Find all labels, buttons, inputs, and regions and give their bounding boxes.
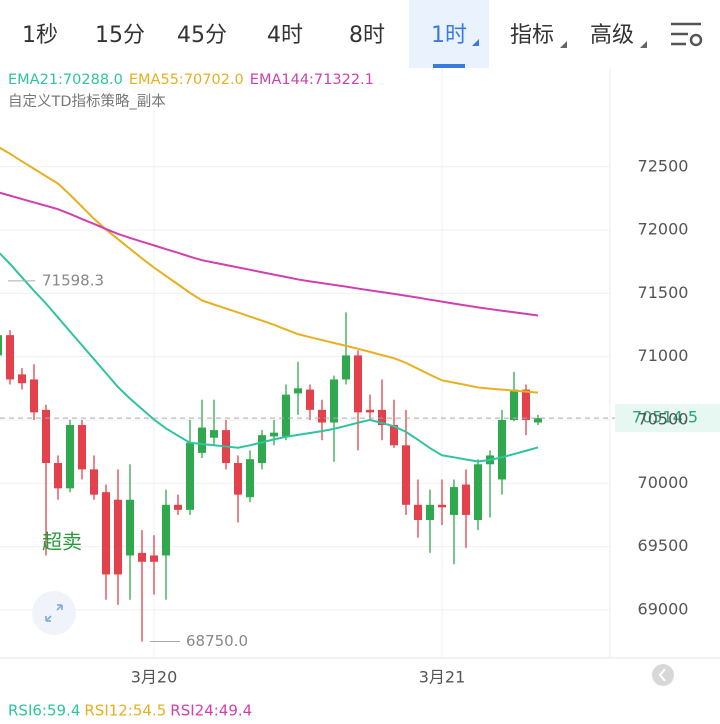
price-tag (615, 404, 720, 433)
candle-body (438, 504, 446, 508)
candle-body (330, 379, 338, 423)
candle-body (522, 389, 530, 420)
candle-body (162, 504, 170, 556)
candle-body (414, 504, 422, 520)
candle-body (450, 487, 458, 515)
candle-body (138, 552, 146, 562)
y-tick-label: 72000 (638, 220, 689, 239)
tab[interactable]: 8时 (349, 23, 385, 48)
tab-indicator (433, 64, 465, 68)
tab[interactable]: 高级 (590, 23, 634, 48)
candle-body (258, 435, 266, 464)
candle-body (294, 388, 302, 394)
candle-body (354, 355, 362, 413)
candle-body (378, 409, 386, 426)
candle-body (246, 459, 254, 498)
candle-body (78, 425, 86, 470)
y-tick-label: 70500 (638, 409, 689, 428)
ema-legend: EMA144:71322.1 (250, 72, 374, 88)
candle-body (102, 492, 110, 575)
y-tick-label: 69500 (638, 536, 689, 555)
candle-body (318, 409, 326, 423)
annotation: 超卖 (42, 530, 82, 554)
candle-body (462, 484, 470, 515)
rsi-legend: RSI6:59.4 (8, 702, 80, 720)
ema-line (0, 191, 539, 317)
candle-body (270, 432, 278, 437)
candle-body (198, 427, 206, 453)
candle-body (474, 464, 482, 520)
tab[interactable]: 45分 (177, 23, 227, 48)
y-tick-label: 72500 (638, 156, 689, 175)
dropdown-arrow (640, 41, 647, 48)
k-icon (658, 668, 666, 682)
candle-body (6, 335, 14, 380)
candle-body (90, 469, 98, 495)
ema-legend: EMA21:70288.0 (8, 72, 123, 88)
x-tick-label: 3月21 (419, 668, 466, 687)
candle-body (30, 379, 38, 413)
min-label: 68750.0 (186, 632, 248, 650)
tab[interactable]: 1时 (431, 23, 467, 48)
candle-body (54, 463, 62, 489)
y-tick-label: 70000 (638, 473, 689, 492)
expand-icon (45, 604, 63, 622)
rsi-legend: RSI24:49.4 (170, 702, 252, 720)
tab[interactable]: 1秒 (22, 23, 58, 48)
dropdown-arrow (472, 39, 479, 46)
y-tick-label: 71500 (638, 283, 689, 302)
x-tick-label: 3月20 (131, 668, 178, 687)
candle-body (210, 430, 218, 438)
candle-body (66, 425, 74, 489)
k-button[interactable] (652, 664, 674, 686)
candle-body (18, 374, 26, 384)
candle-body (366, 409, 374, 413)
candle-body (306, 389, 314, 410)
y-tick-label: 69000 (638, 599, 689, 618)
candle-body (126, 499, 134, 556)
max-label: 71598.3 (42, 271, 104, 289)
candle-body (402, 445, 410, 505)
settings-icon[interactable] (671, 22, 703, 47)
ema-line (0, 252, 539, 463)
tab-active-bg (409, 0, 489, 68)
candle-body (186, 442, 194, 510)
expand-button[interactable] (32, 591, 76, 635)
toolbar (0, 0, 720, 70)
candle-body (114, 499, 122, 575)
candle-body (426, 504, 434, 520)
candle-body (498, 419, 506, 480)
candle-body (42, 409, 50, 464)
tab[interactable]: 15分 (95, 23, 145, 48)
ema-legend: EMA55:70702.0 (129, 72, 244, 88)
candle-body (510, 389, 518, 420)
y-tick-label: 71000 (638, 346, 689, 365)
candle-body (342, 355, 350, 380)
candle-body (534, 418, 542, 423)
candle-body (174, 504, 182, 510)
indicator-title: 自定义TD指标策略_副本 (8, 93, 166, 110)
candle-body (282, 394, 290, 437)
candle-body (234, 463, 242, 495)
tab[interactable]: 4时 (267, 23, 303, 48)
rsi-legend: RSI12:54.5 (84, 702, 166, 720)
current-price-label: 70514.5 (632, 408, 698, 427)
candle-body (390, 425, 398, 446)
candle-body (150, 555, 158, 562)
candle-body (0, 335, 2, 356)
tab[interactable]: 指标 (510, 23, 554, 48)
dropdown-arrow (560, 41, 567, 48)
ema-line (0, 146, 539, 394)
